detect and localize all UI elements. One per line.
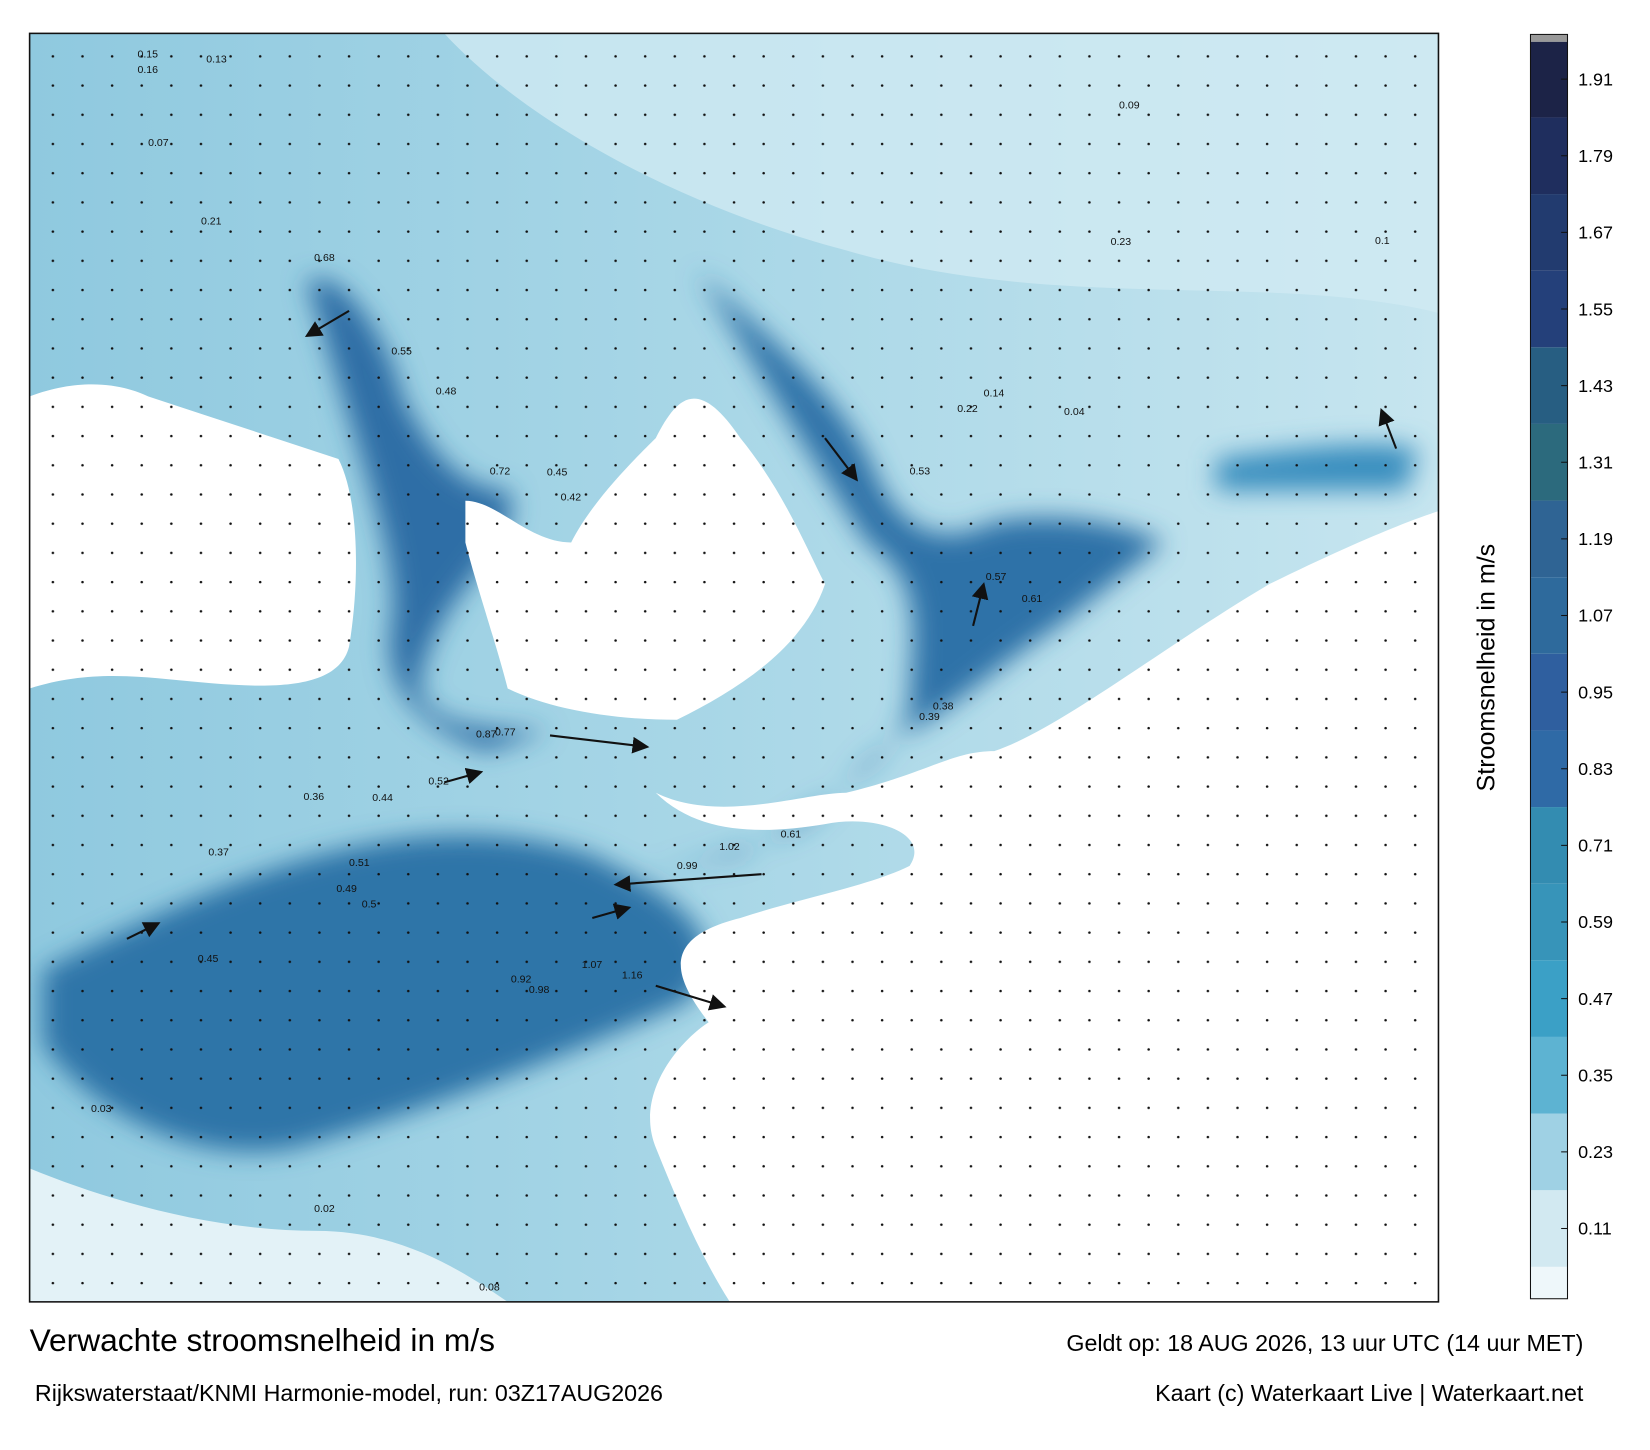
colorbar-tick-label: 1.19 (1578, 529, 1613, 549)
colorbar: 0.11 0.23 0.35 0.47 0.59 0.71 0.83 0.95 1.07 1.19… (1529, 33, 1613, 1300)
current-value-label: 0.15 (138, 48, 159, 60)
colorbar-tick-label: 1.91 (1578, 69, 1613, 89)
current-value-label: 0.1 (1375, 235, 1390, 247)
arrow (971, 582, 989, 627)
arrow (126, 922, 161, 940)
colorbar-tick-label: 1.43 (1578, 376, 1613, 396)
colorbar-tick-label: 0.95 (1578, 682, 1613, 702)
subtitle: Rijkswaterstaat/KNMI Harmonie-model, run… (35, 1380, 663, 1406)
arrow (592, 903, 632, 920)
current-value-label: 0.53 (910, 466, 931, 478)
current-value-label: 1.16 (622, 970, 643, 982)
arrow (443, 767, 484, 784)
map-title: Verwachte stroomsnelheid in m/s (30, 1322, 495, 1358)
arrow (655, 984, 727, 1011)
arrow (824, 437, 858, 482)
current-value-label: 0.37 (208, 846, 229, 858)
current-value-label: 0.23 (1111, 236, 1132, 248)
current-value-label: 0.68 (314, 252, 335, 264)
arrow (549, 734, 650, 754)
current-value-label: 0.22 (957, 403, 978, 415)
current-value-label: 0.07 (148, 137, 169, 149)
current-value-label: 0.51 (349, 857, 370, 869)
colorbar-tick-label: 0.83 (1578, 759, 1613, 779)
colorbar-tick-label: 1.67 (1578, 223, 1613, 243)
colorbar-tick-label: 0.47 (1578, 989, 1613, 1009)
current-value-label: 0.87 (476, 729, 497, 741)
current-value-label: 0.39 (919, 711, 940, 723)
current-value-label: 0.38 (933, 700, 954, 712)
current-value-label: 0.49 (336, 883, 357, 895)
colorbar-tick-label: 1.31 (1578, 453, 1613, 473)
current-value-label: 0.72 (490, 466, 511, 478)
colorbar-tick-label: 1.07 (1578, 606, 1613, 626)
colorbar-band (1530, 1266, 1568, 1299)
current-value-label: 0.45 (198, 953, 219, 965)
current-value-label: 0.61 (781, 829, 802, 841)
colorbar-tick-label: 0.71 (1578, 836, 1613, 856)
current-value-label: 0.99 (677, 860, 698, 872)
current-value-label: 0.5 (362, 899, 377, 911)
map: 0.15 0.16 0.13 0.07 0.21 0.68 0.55 0.48 0.72 0.45… (29, 33, 1439, 1302)
current-value-label: 0.45 (547, 467, 568, 479)
current-value-label: 0.42 (561, 492, 582, 504)
current-value-label: 0.98 (529, 984, 550, 996)
current-value-label: 0.03 (91, 1103, 112, 1115)
colorbar-tick-label: 0.23 (1578, 1142, 1613, 1162)
current-value-label: 0.77 (495, 726, 516, 738)
current-value-label: 0.61 (1022, 593, 1043, 605)
arrow (1378, 408, 1398, 449)
current-value-label: 0.55 (391, 346, 412, 358)
current-value-label: 0.14 (984, 387, 1005, 399)
current-value-label: 0.02 (314, 1203, 335, 1215)
arrow (613, 873, 762, 892)
current-value-label: 0.09 (1119, 100, 1140, 112)
map-frame (28, 32, 1440, 1303)
current-value-label: 0.08 (479, 1281, 500, 1293)
colorbar-tick-label: 0.11 (1578, 1219, 1612, 1239)
colorbar-tick-label: 0.59 (1578, 912, 1613, 932)
current-value-label: 0.16 (138, 64, 159, 76)
colorbar-tick-label: 1.55 (1578, 299, 1613, 319)
colorbar-tick-label: 1.79 (1578, 146, 1613, 166)
current-value-label: 0.52 (428, 776, 449, 788)
current-arrows (126, 309, 1398, 1011)
current-value-label: 0.57 (986, 571, 1007, 583)
credit: Kaart (c) Waterkaart Live | Waterkaart.n… (1155, 1380, 1584, 1406)
current-value-label: 0.92 (511, 974, 532, 986)
current-value-label: 0.04 (1064, 406, 1085, 418)
colorbar-label: Stroomsnelheid in m/s (1472, 544, 1500, 792)
value-labels: 0.15 0.16 0.13 0.07 0.21 0.68 0.55 0.48 0.72 0.45… (91, 48, 1390, 1293)
current-value-label: 0.36 (304, 791, 325, 803)
current-value-label: 0.21 (201, 215, 222, 227)
current-value-label: 0.13 (206, 54, 227, 66)
current-value-label: 0.44 (372, 792, 393, 804)
current-value-label: 0.48 (436, 385, 457, 397)
current-value-label: 1.07 (582, 959, 603, 971)
arrow (304, 309, 350, 337)
current-value-label: 1.02 (719, 841, 740, 853)
colorbar-cap (1530, 34, 1568, 42)
colorbar-frame (1529, 33, 1569, 1300)
colorbar-tick-label: 0.35 (1578, 1066, 1613, 1086)
valid-time: Geldt op: 18 AUG 2026, 13 uur UTC (14 uu… (1066, 1330, 1583, 1356)
